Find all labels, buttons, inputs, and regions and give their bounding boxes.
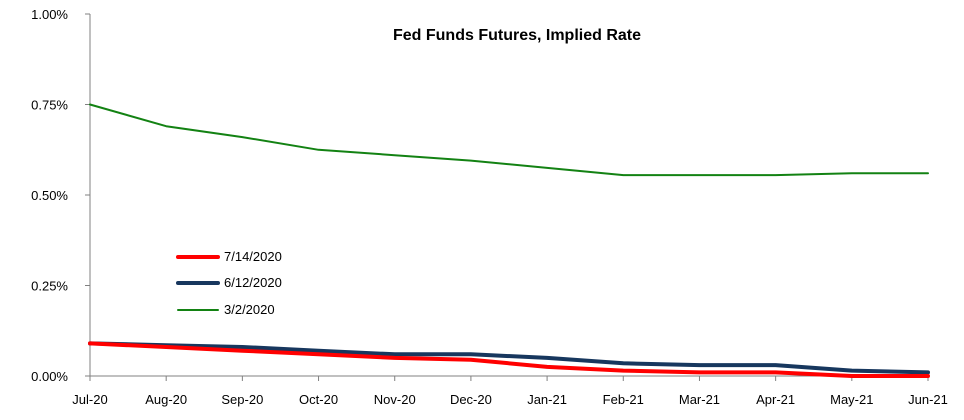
x-tick-label: Aug-20 (145, 392, 187, 407)
y-tick-label: 0.00% (31, 369, 68, 384)
x-tick-label: Oct-20 (299, 392, 338, 407)
y-tick-label: 0.75% (31, 98, 68, 113)
x-tick-label: Feb-21 (603, 392, 644, 407)
x-tick-label: Dec-20 (450, 392, 492, 407)
x-tick-label: Nov-20 (374, 392, 416, 407)
x-tick-label: Jun-21 (908, 392, 948, 407)
legend-label: 7/14/2020 (224, 249, 282, 264)
legend: 7/14/2020 6/12/2020 3/2/2020 (176, 249, 282, 317)
x-tick-label: Apr-21 (756, 392, 795, 407)
legend-label: 6/12/2020 (224, 275, 282, 290)
series-lines-group (88, 103, 930, 378)
y-tick-label: 0.25% (31, 279, 68, 294)
x-tick-label: Sep-20 (221, 392, 263, 407)
x-tick-label: May-21 (830, 392, 873, 407)
axes-group: 0.00% 0.25% 0.50% 0.75% 1.00% Jul-20 Aug-20 Sep… (31, 7, 948, 407)
x-tick-label: Jan-21 (527, 392, 567, 407)
x-tick-label: Mar-21 (679, 392, 720, 407)
series-line (88, 341, 930, 375)
legend-label: 3/2/2020 (224, 302, 275, 317)
x-tick-label: Jul-20 (72, 392, 107, 407)
y-tick-label: 1.00% (31, 7, 68, 22)
chart-title: Fed Funds Futures, Implied Rate (393, 27, 641, 44)
y-tick-label: 0.50% (31, 188, 68, 203)
series-line (88, 341, 930, 378)
series-line (89, 103, 929, 177)
